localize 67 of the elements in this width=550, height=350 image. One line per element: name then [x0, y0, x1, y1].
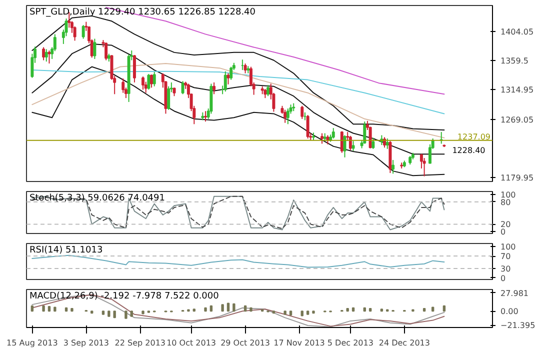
- y-tick-label: 70: [500, 252, 511, 262]
- y-tick-label: −21.395: [500, 321, 536, 330]
- x-tick-label: 17 Nov 2013: [274, 338, 325, 348]
- candlestick: [284, 109, 287, 124]
- candlestick: [132, 54, 136, 83]
- candlestick: [147, 73, 150, 90]
- chart-title: RSI(14) 51.1013: [30, 246, 103, 256]
- y-tick-label: 100: [500, 190, 516, 200]
- candlestick: [332, 128, 335, 139]
- candlestick: [212, 82, 216, 95]
- candlestick: [264, 88, 267, 99]
- x-tick-label: 24 Dec 2013: [378, 338, 430, 348]
- y-tick-label: 1404.05: [500, 28, 534, 37]
- candlestick: [300, 105, 304, 120]
- y-tick-label: 0: [500, 274, 506, 283]
- candlestick: [244, 63, 247, 74]
- candlestick: [224, 70, 227, 92]
- candlestick: [386, 138, 389, 150]
- annotation: 1228.40: [452, 146, 486, 156]
- y-tick-label: 1179.95: [500, 174, 534, 183]
- candlestick: [392, 159, 395, 174]
- candlestick: [204, 110, 208, 122]
- candlestick: [422, 158, 426, 177]
- y-tick-label: 100: [500, 242, 516, 252]
- candlestick: [230, 66, 233, 80]
- candlestick: [352, 140, 355, 152]
- candlestick: [104, 42, 108, 61]
- candlestick: [266, 84, 270, 97]
- x-tick-label: 3 Sep 2013: [63, 338, 109, 348]
- x-tick-label: 10 Oct 2013: [166, 338, 216, 348]
- candlestick: [348, 135, 352, 151]
- ref-line-label: 1237.09: [457, 132, 491, 142]
- candlestick: [181, 80, 184, 95]
- candlestick: [150, 74, 154, 88]
- y-tick-label: 1269.05: [500, 116, 534, 125]
- y-tick-label: 0: [500, 228, 506, 237]
- candlestick: [93, 38, 96, 60]
- line-series: [32, 66, 445, 176]
- line-series: [32, 43, 445, 155]
- candlestick: [372, 137, 375, 150]
- y-tick-label: 80: [500, 198, 511, 207]
- x-tick-label: 5 Dec 2013: [327, 338, 374, 348]
- candlestick: [306, 114, 310, 139]
- candlestick: [48, 50, 51, 64]
- candlestick: [142, 76, 144, 90]
- candlestick: [226, 72, 230, 85]
- y-tick-label: 30: [500, 264, 511, 274]
- y-tick-label: 1314.95: [500, 86, 534, 95]
- candlestick: [343, 134, 346, 158]
- candlestick: [167, 86, 170, 110]
- y-tick-label: 1359.5: [500, 56, 528, 66]
- line-series: [32, 254, 445, 268]
- line-series: [32, 63, 445, 138]
- y-tick-label: 27.981: [500, 288, 528, 298]
- line-series: [32, 15, 445, 131]
- candlestick: [320, 132, 324, 144]
- chart-title: SPT_GLD,Daily 1229.40 1230.65 1226.85 1228.40: [30, 8, 256, 18]
- candlestick: [286, 108, 290, 125]
- candlestick: [152, 71, 156, 87]
- x-tick-label: 29 Oct 2013: [220, 338, 270, 348]
- candlestick: [82, 24, 85, 40]
- y-tick-label: 0.00: [500, 307, 518, 316]
- candlestick: [44, 48, 48, 62]
- x-tick-label: 22 Sep 2013: [114, 338, 166, 348]
- candlestick: [42, 46, 46, 61]
- x-tick-label: 15 Aug 2013: [6, 338, 58, 348]
- y-tick-label: 20: [500, 220, 511, 230]
